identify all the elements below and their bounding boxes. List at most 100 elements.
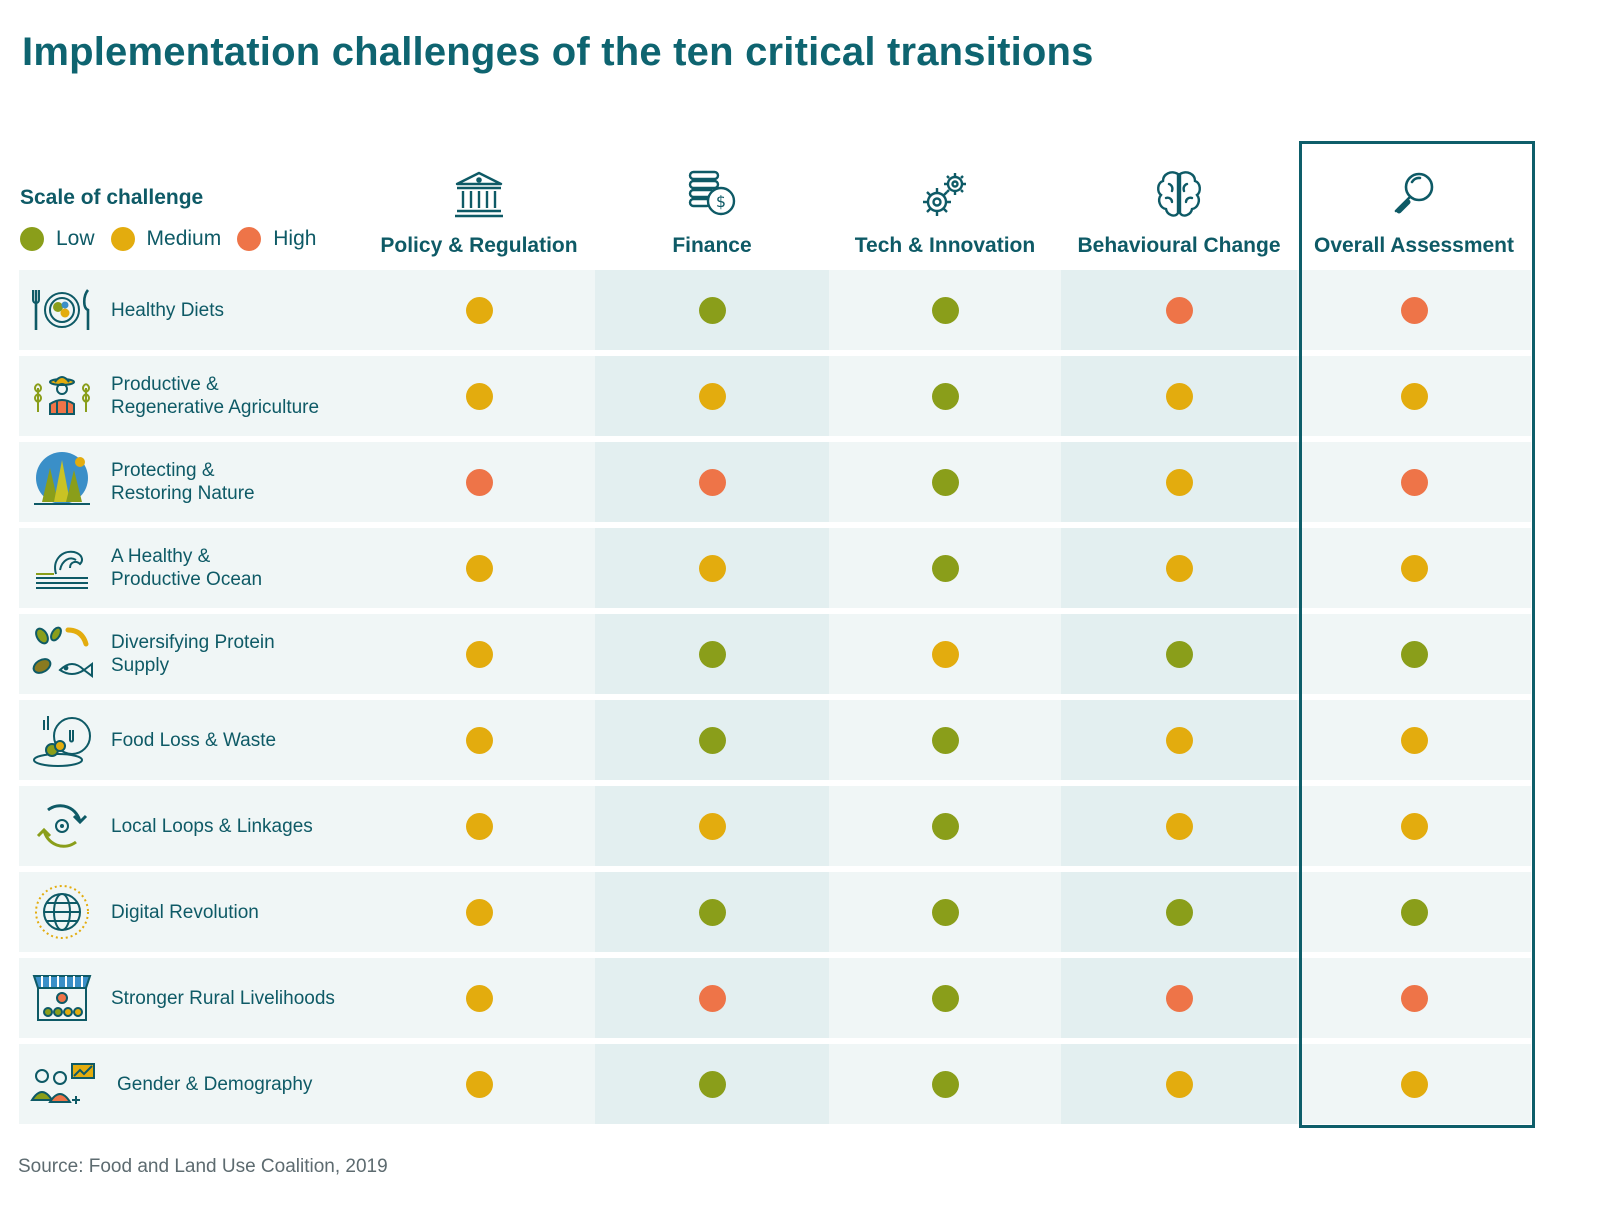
row-label: Digital Revolution [111,872,361,952]
challenge-dot-medium [1400,382,1428,410]
challenge-dot-medium [465,984,493,1012]
legend: Low Medium High [20,227,332,251]
coins-icon: $ [684,166,740,222]
challenge-dot-medium [1165,726,1193,754]
wave-icon [28,534,96,602]
legend-dot-low [20,227,44,251]
row-label: Gender & Demography [117,1044,367,1124]
row-label: Food Loss & Waste [111,700,361,780]
challenge-dot-low [698,1070,726,1098]
challenge-dot-high [1165,984,1193,1012]
gears-icon [917,166,973,222]
magnifier-icon [1386,166,1442,222]
legend-dot-high [237,227,262,251]
brain-icon [1151,166,1207,222]
challenge-dot-high [698,468,726,496]
challenge-dot-medium [1400,726,1428,754]
row-label-text: Stronger Rural Livelihoods [111,987,335,1009]
row-label: Productive & Regenerative Agriculture [111,356,361,436]
food-waste-icon [28,706,96,774]
column-header-label: Tech & Innovation [854,234,1036,257]
challenge-dot-medium [465,726,493,754]
column-header-label: Finance [672,234,752,257]
challenge-dot-medium [465,640,493,668]
challenge-dot-low [1165,640,1193,668]
loop-icon [28,792,96,860]
market-stall-icon [28,964,96,1032]
legend-label-low: Low [56,227,95,250]
challenge-dot-high [1400,984,1428,1012]
challenge-dot-low [931,1070,959,1098]
challenge-dot-medium [1165,554,1193,582]
challenge-dot-medium [1165,1070,1193,1098]
challenge-dot-medium [465,296,493,324]
challenge-dot-low [1400,640,1428,668]
people-icon [28,1050,96,1118]
challenge-dot-low [931,554,959,582]
challenge-dot-medium [1165,382,1193,410]
column-header-label: Overall Assessment [1313,234,1514,257]
challenge-dot-medium [1165,468,1193,496]
challenge-dot-low [698,726,726,754]
row-label-text: Local Loops & Linkages [111,815,313,837]
challenge-dot-medium [698,382,726,410]
challenge-dot-high [1165,296,1193,324]
column-header-label: Behavioural Change [1077,234,1281,257]
row-label-text: A Healthy & Productive Ocean [111,546,263,590]
bank-icon [451,166,507,222]
challenge-dot-medium [1400,1070,1428,1098]
farmer-icon [28,362,96,430]
challenge-dot-medium [465,382,493,410]
challenge-dot-low [1400,898,1428,926]
legend-label-high: High [273,227,317,250]
row-label-text: Gender & Demography [117,1073,313,1095]
challenge-dot-medium [465,898,493,926]
plate-cutlery-icon [28,276,96,344]
row-label-text: Diversifying Protein Supply [111,632,275,676]
row-label-text: Protecting & Restoring Nature [111,460,255,504]
challenge-dot-medium [465,1070,493,1098]
legend-label-medium: Medium [146,227,222,250]
column-header-3: Behavioural Change [1059,160,1299,260]
column-header-4: Overall Assessment [1294,160,1534,260]
column-header-0: Policy & Regulation [359,160,599,260]
forest-icon [28,448,96,516]
row-label: A Healthy & Productive Ocean [111,528,361,608]
challenge-dot-low [698,640,726,668]
challenge-dot-low [931,726,959,754]
row-label: Stronger Rural Livelihoods [111,958,361,1038]
challenge-dot-medium [1400,812,1428,840]
challenge-dot-low [931,898,959,926]
challenge-dot-high [465,468,493,496]
challenge-dot-low [931,382,959,410]
legend-dot-medium [110,227,135,251]
svg-text:$: $ [716,192,726,211]
challenge-dot-high [1400,296,1428,324]
challenge-dot-medium [465,812,493,840]
challenge-dot-medium [698,812,726,840]
challenge-dot-low [698,898,726,926]
source-note: Source: Food and Land Use Coalition, 201… [18,1156,388,1177]
row-label-text: Productive & Regenerative Agriculture [111,374,320,418]
challenge-dot-medium [931,640,959,668]
challenge-dot-low [931,812,959,840]
challenge-dot-medium [1400,554,1428,582]
challenge-dot-low [931,984,959,1012]
row-label: Local Loops & Linkages [111,786,361,866]
row-label-text: Digital Revolution [111,901,259,923]
row-label-text: Food Loss & Waste [111,729,277,751]
challenge-dot-low [931,296,959,324]
protein-icon [28,620,96,688]
row-label: Protecting & Restoring Nature [111,442,361,522]
challenge-dot-low [1165,898,1193,926]
row-label: Healthy Diets [111,270,361,350]
challenge-dot-medium [698,554,726,582]
challenge-dot-high [698,984,726,1012]
challenge-dot-low [931,468,959,496]
page-title: Implementation challenges of the ten cri… [22,30,1094,74]
globe-icon [28,878,96,946]
row-label-text: Healthy Diets [111,299,224,321]
challenge-dot-high [1400,468,1428,496]
column-header-2: Tech & Innovation [825,160,1065,260]
row-label: Diversifying Protein Supply [111,614,361,694]
